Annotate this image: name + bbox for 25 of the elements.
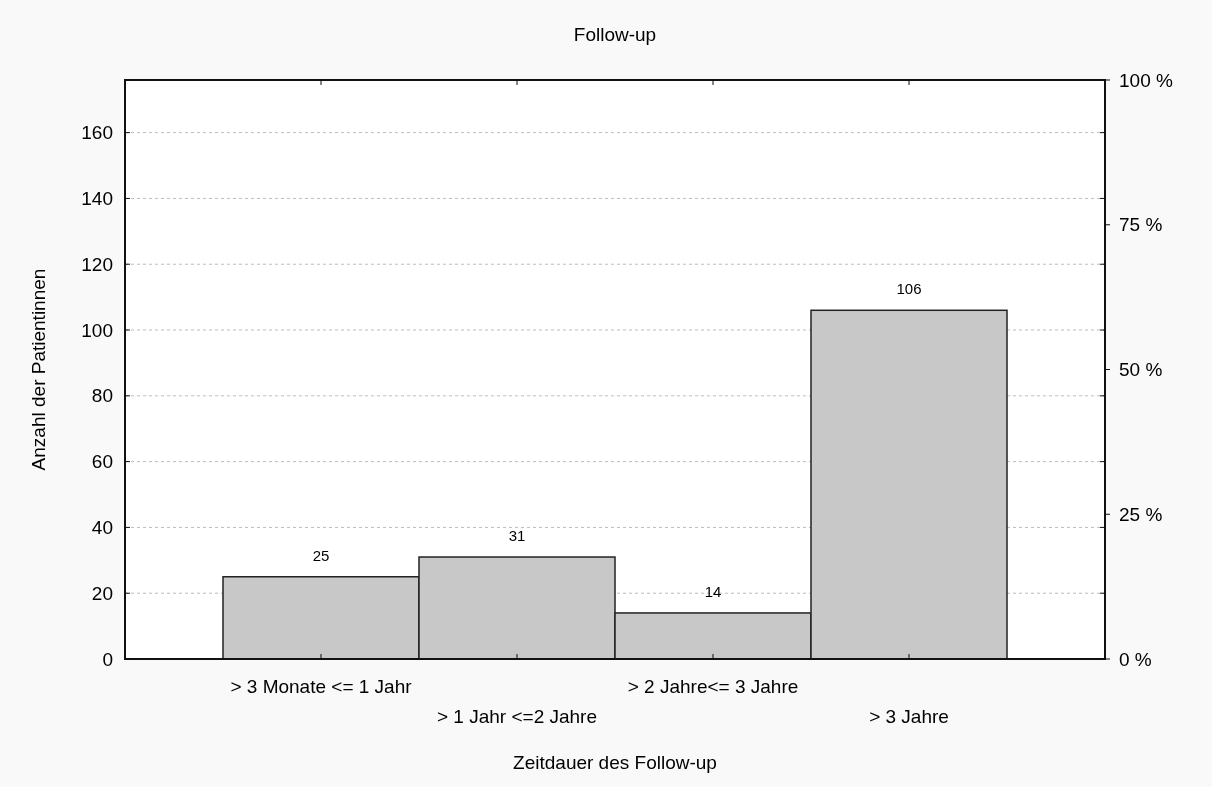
data-label: 106: [896, 280, 922, 298]
y2-tick-label: 100 %: [1119, 69, 1173, 91]
y-tick-label: 80: [91, 385, 113, 407]
y-tick-label: 120: [81, 253, 113, 275]
x-tick-label: > 3 Jahre: [869, 706, 949, 727]
y-tick-label: 0: [102, 648, 113, 670]
y2-tick-label: 0 %: [1119, 648, 1152, 670]
x-tick-label: > 1 Jahr <=2 Jahre: [436, 706, 598, 727]
y2-tick-label: 25 %: [1119, 503, 1163, 525]
y2-tick-label: 75 %: [1119, 214, 1163, 236]
y-tick-label: 140: [81, 188, 113, 210]
x-tick-label: > 3 Monate <= 1 Jahr: [230, 676, 413, 697]
y-tick-label: 160: [81, 122, 113, 144]
data-label: 25: [312, 546, 330, 564]
y-tick-label: 60: [91, 451, 113, 473]
y-tick-label: 100: [81, 319, 113, 341]
x-tick-label: > 2 Jahre<= 3 Jahre: [627, 676, 799, 697]
y-axis-title: Anzahl der Patientinnen: [28, 268, 49, 471]
x-axis-title: Zeitdauer des Follow-up: [513, 752, 717, 773]
y-tick-label: 40: [91, 517, 113, 539]
y-tick-label: 20: [91, 582, 113, 604]
chart-title: Follow-up: [573, 24, 657, 45]
data-label: 31: [508, 527, 526, 545]
y2-tick-label: 50 %: [1119, 359, 1163, 381]
data-label: 14: [704, 582, 722, 600]
